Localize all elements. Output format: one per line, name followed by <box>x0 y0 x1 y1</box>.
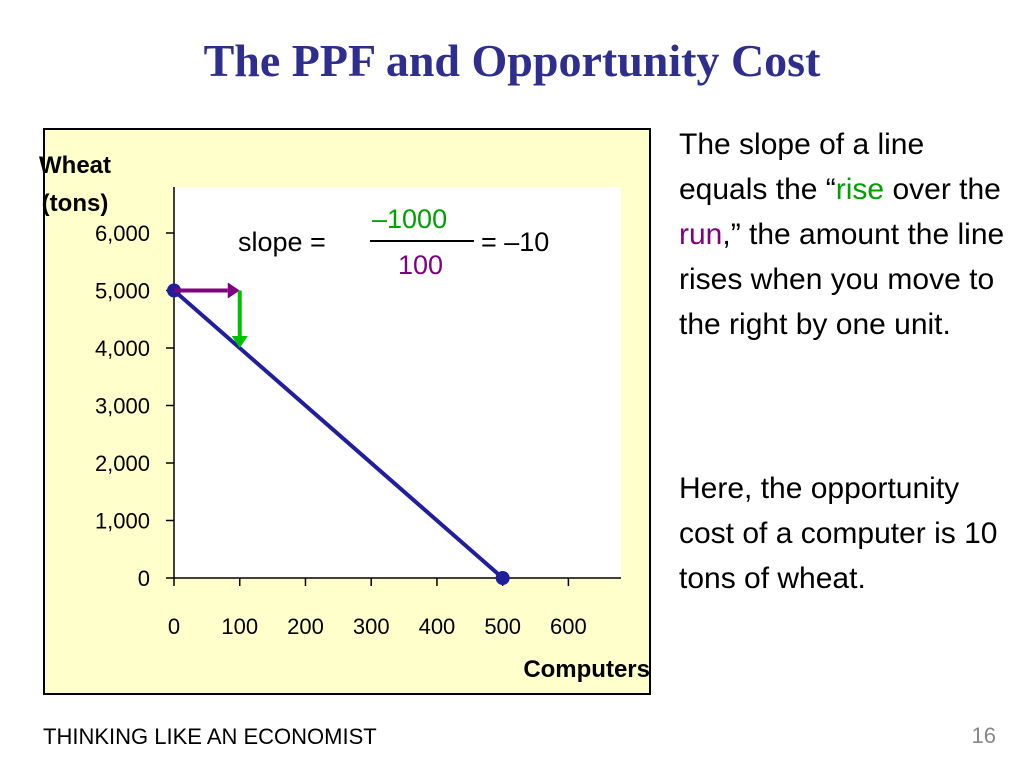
x-tick-label: 600 <box>550 614 587 639</box>
x-tick-label: 300 <box>353 614 390 639</box>
opportunity-cost-paragraph: Here, the opportunity cost of a computer… <box>679 466 1009 601</box>
y-tick-label: 5,000 <box>95 279 150 304</box>
ppf-line <box>172 288 504 580</box>
y-axis-label: Wheat (tons) <box>0 147 150 223</box>
series-layer <box>167 282 510 585</box>
slope-label: slope = <box>238 227 326 257</box>
para1-text-b: over the <box>884 173 1001 206</box>
ppf-point <box>495 571 510 585</box>
y-tick-label: 6,000 <box>95 221 150 246</box>
y-tick-label: 1,000 <box>95 509 150 534</box>
rise-word: rise <box>835 173 885 206</box>
x-tick-label: 500 <box>484 614 521 639</box>
run-arrow-head <box>227 282 240 299</box>
y-axis-label-line1: Wheat <box>39 152 111 179</box>
fraction-bar <box>370 240 474 242</box>
para1-text-c: ,” the amount the line rises when you mo… <box>679 218 1005 341</box>
y-ticks: 0 1,000 2,000 3,000 4,000 5,000 6,000 <box>95 221 174 591</box>
y-tick-label: 3,000 <box>95 394 150 419</box>
plot-area <box>174 187 621 578</box>
para2-text: Here, the opportunity cost of a computer… <box>679 472 998 595</box>
slope-numerator: –1000 <box>372 204 448 234</box>
run-word: run <box>679 218 723 251</box>
y-tick-label: 2,000 <box>95 451 150 476</box>
rise-arrow-head <box>231 336 248 348</box>
x-tick-label: 0 <box>168 614 180 639</box>
footer-text: THINKING LIKE AN ECONOMIST <box>43 724 377 749</box>
y-tick-label: 4,000 <box>95 336 150 361</box>
slope-denominator: 100 <box>398 250 444 280</box>
slide-title: The PPF and Opportunity Cost <box>203 35 821 86</box>
x-axis-label: Computers <box>523 656 650 683</box>
y-axis-label-line2: (tons) <box>41 190 109 217</box>
y-tick-label: 0 <box>138 566 150 591</box>
x-tick-label: 100 <box>221 614 258 639</box>
x-ticks: 0 100 200 300 400 500 600 <box>168 578 587 639</box>
x-tick-label: 400 <box>419 614 456 639</box>
explanation-paragraph: The slope of a line equals the “rise ove… <box>679 122 1009 347</box>
slope-result: = –10 <box>481 227 550 257</box>
para1-text-a: The slope of a line equals the “ <box>679 128 925 206</box>
page-number: 16 <box>971 723 996 748</box>
x-tick-label: 200 <box>287 614 324 639</box>
